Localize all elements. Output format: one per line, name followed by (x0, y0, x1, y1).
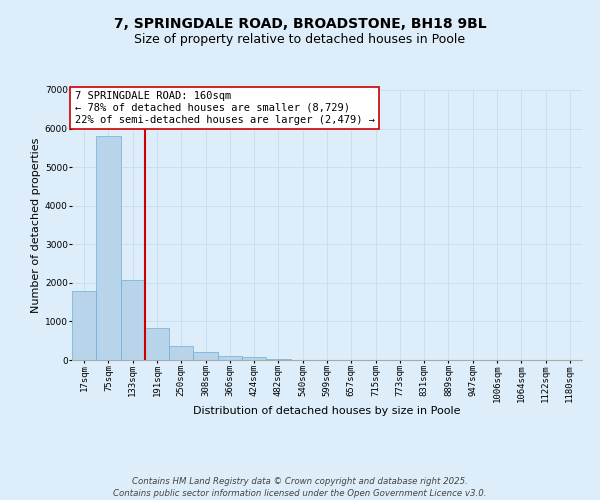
Text: Size of property relative to detached houses in Poole: Size of property relative to detached ho… (134, 32, 466, 46)
Text: 7 SPRINGDALE ROAD: 160sqm
← 78% of detached houses are smaller (8,729)
22% of se: 7 SPRINGDALE ROAD: 160sqm ← 78% of detac… (74, 92, 374, 124)
Text: 7, SPRINGDALE ROAD, BROADSTONE, BH18 9BL: 7, SPRINGDALE ROAD, BROADSTONE, BH18 9BL (113, 18, 487, 32)
Bar (218, 356, 242, 360)
Bar (242, 358, 266, 360)
Text: Contains HM Land Registry data © Crown copyright and database right 2025.
Contai: Contains HM Land Registry data © Crown c… (113, 476, 487, 498)
Bar (145, 328, 169, 360)
Bar (72, 292, 96, 360)
X-axis label: Distribution of detached houses by size in Poole: Distribution of detached houses by size … (193, 406, 461, 416)
Bar (169, 346, 193, 360)
Bar (121, 280, 145, 360)
Bar (266, 359, 290, 360)
Bar (193, 352, 218, 360)
Y-axis label: Number of detached properties: Number of detached properties (31, 138, 41, 312)
Bar (96, 136, 121, 360)
